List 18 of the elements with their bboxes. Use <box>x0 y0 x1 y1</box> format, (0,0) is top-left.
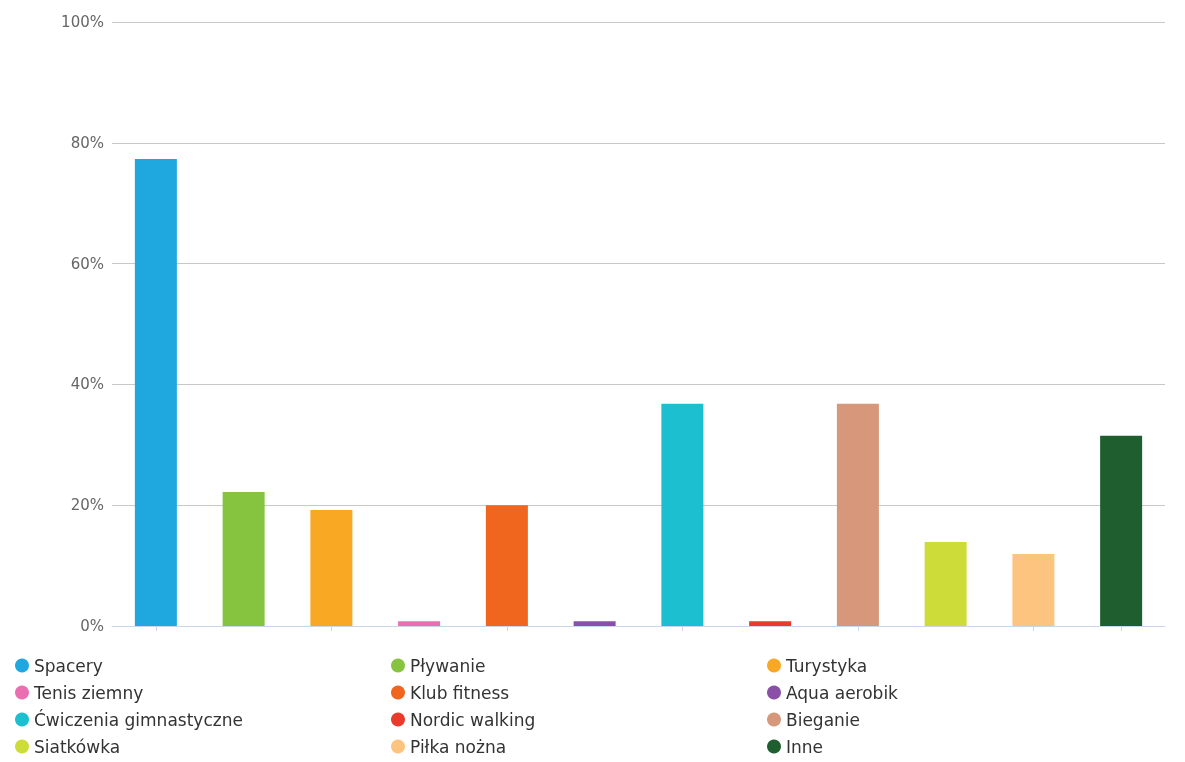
y-tick-label: 0% <box>80 617 104 635</box>
legend-label: Bieganie <box>786 709 861 730</box>
legend-label: Aqua aerobik <box>786 682 899 703</box>
legend-label: Inne <box>786 736 824 757</box>
legend-label: Turystyka <box>785 655 868 676</box>
y-tick-label: 40% <box>70 375 104 394</box>
y-tick-label: 20% <box>70 496 104 515</box>
legend-label: Spacery <box>34 655 103 676</box>
legend-label: Tenis ziemny <box>33 682 144 703</box>
y-tick-label: 80% <box>70 133 104 152</box>
legend-label: Pływanie <box>410 655 486 676</box>
legend-label: Piłka nożna <box>410 736 507 757</box>
legend-label: Siatkówka <box>34 736 121 757</box>
y-tick-label: 60% <box>70 254 104 273</box>
legend-label: Ćwiczenia gimnastyczne <box>34 708 243 730</box>
legend-label: Klub fitness <box>410 682 510 703</box>
legend-label: Nordic walking <box>410 709 536 730</box>
y-tick-label: 100% <box>61 13 104 31</box>
